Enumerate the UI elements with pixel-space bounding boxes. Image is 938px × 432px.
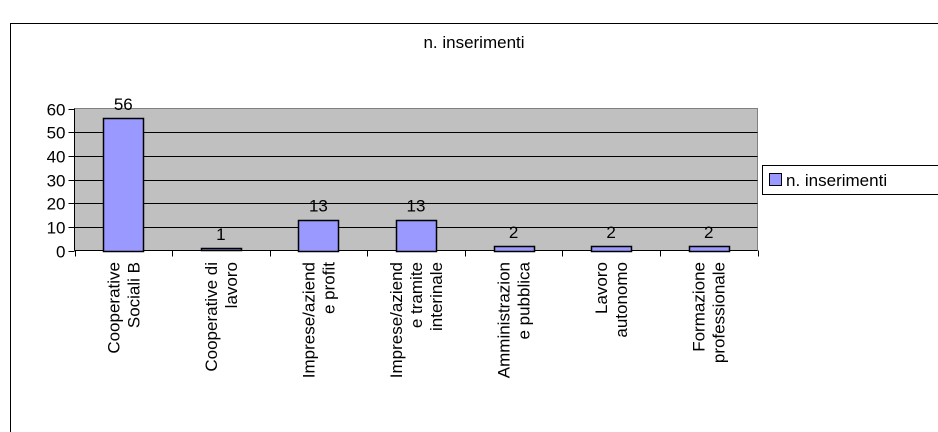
data-label: 1 bbox=[216, 225, 225, 244]
category-label: Imprese/aziend e tramite interinale bbox=[387, 262, 446, 378]
category-label-line: e profit bbox=[319, 262, 338, 314]
y-tick-label: 10 bbox=[47, 219, 66, 238]
category-label-line: Cooperative di bbox=[202, 262, 221, 372]
bars bbox=[102, 117, 731, 253]
legend-swatch bbox=[769, 173, 782, 186]
category-label-line: e pubblica bbox=[515, 261, 534, 339]
data-label: 2 bbox=[509, 223, 518, 242]
category-label-line: Formazione bbox=[690, 262, 709, 352]
data-label: 2 bbox=[704, 223, 713, 242]
y-axis: 0 10 20 30 40 50 60 bbox=[47, 101, 75, 262]
category-labels: Cooperative Sociali B Cooperative di lavoro… bbox=[104, 261, 728, 378]
category-label-line: Imprese/aziend bbox=[299, 262, 318, 378]
data-label: 56 bbox=[114, 95, 133, 114]
bar bbox=[590, 245, 633, 253]
data-labels: 56 1 13 13 2 2 2 bbox=[114, 95, 714, 244]
category-label: Formazione professionale bbox=[690, 262, 729, 363]
category-label-line: Amministrazion bbox=[495, 262, 514, 378]
data-label: 2 bbox=[606, 223, 615, 242]
legend-box bbox=[762, 165, 938, 195]
chart-title: n. inserimenti bbox=[423, 33, 524, 52]
data-label: 13 bbox=[309, 197, 328, 216]
category-label-line: Sociali B bbox=[124, 262, 143, 328]
chart-frame-border bbox=[10, 23, 938, 432]
category-label-line: Imprese/aziend bbox=[387, 262, 406, 378]
bar bbox=[102, 117, 145, 253]
category-label: Cooperative di lavoro bbox=[202, 262, 241, 372]
bar bbox=[395, 219, 438, 253]
data-label: 13 bbox=[407, 197, 426, 216]
category-label-line: e tramite bbox=[407, 262, 426, 328]
category-label: Imprese/aziend e profit bbox=[299, 262, 338, 378]
category-label-line: Cooperative bbox=[104, 262, 123, 354]
category-label-line: autonomo bbox=[612, 262, 631, 338]
y-tick-label: 40 bbox=[47, 148, 66, 167]
category-label-line: interinale bbox=[427, 262, 446, 331]
category-label: Cooperative Sociali B bbox=[104, 262, 143, 354]
y-tick-label: 20 bbox=[47, 195, 66, 214]
bar bbox=[200, 247, 243, 252]
y-tick-label: 50 bbox=[47, 124, 66, 143]
y-tick-label: 30 bbox=[47, 172, 66, 191]
category-label-line: lavoro bbox=[222, 262, 241, 308]
legend-entry: n. inserimenti bbox=[786, 171, 887, 190]
y-tick-label: 0 bbox=[56, 243, 65, 262]
category-label-line: professionale bbox=[710, 262, 729, 363]
category-label: Amministrazion e pubblica bbox=[495, 261, 534, 378]
bar bbox=[688, 245, 731, 253]
y-tick-label: 60 bbox=[47, 101, 66, 120]
legend: n. inserimenti bbox=[762, 165, 938, 195]
category-label-line: Lavoro bbox=[592, 262, 611, 314]
category-label: Lavoro autonomo bbox=[592, 262, 631, 338]
bar bbox=[297, 219, 340, 253]
bar bbox=[493, 245, 536, 253]
